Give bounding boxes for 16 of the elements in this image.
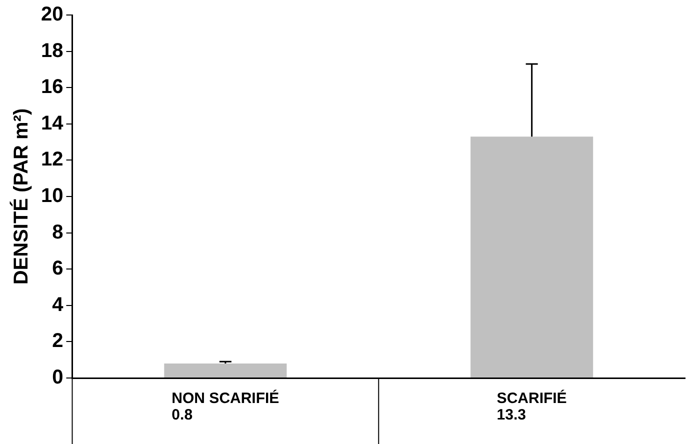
x-tick-label: NON SCARIFIÉ [172,389,280,408]
y-tick-label: 2 [52,330,64,352]
y-tick-label: 0 [52,366,64,389]
x-tick-label: SCARIFIÉ [496,389,567,408]
y-tick-label: 6 [52,258,64,280]
y-tick-label: 12 [40,148,64,171]
y-tick-label: 4 [52,294,64,316]
data-label: 13.3 [496,406,526,424]
y-tick-label: 8 [52,221,64,244]
y-tick-label: 14 [40,112,64,134]
y-tick-label: 10 [40,185,64,208]
y-tick-label: 16 [40,76,64,98]
y-axis-title: DENSITÉ (PAR m²) [10,108,33,285]
y-tick-label: 20 [40,4,64,26]
y-tick-label: 18 [40,40,64,62]
data-label: 0.8 [172,406,193,424]
